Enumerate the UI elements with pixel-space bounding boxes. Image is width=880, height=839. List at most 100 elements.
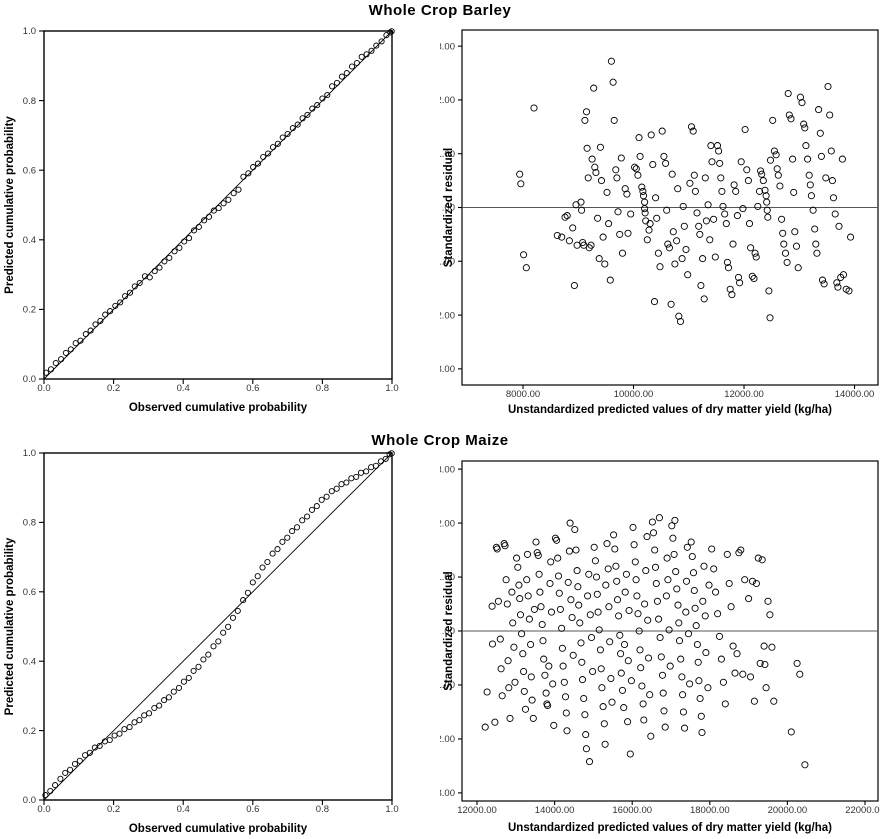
data-point: [756, 659, 764, 667]
data-point: [514, 563, 522, 571]
data-point: [289, 528, 296, 535]
data-point: [532, 538, 540, 546]
data-point: [372, 462, 380, 469]
data-point: [606, 638, 614, 646]
data-point: [509, 619, 517, 627]
data-point: [343, 479, 350, 486]
data-point: [308, 506, 316, 513]
data-point: [220, 629, 227, 636]
data-point: [87, 327, 94, 334]
data-point: [792, 242, 801, 250]
data-point: [52, 782, 59, 789]
data-point: [136, 279, 143, 287]
data-point: [279, 134, 286, 141]
data-point: [535, 570, 543, 578]
data-point: [520, 687, 528, 695]
data-point: [778, 215, 786, 223]
data-point: [126, 289, 134, 296]
data-point: [780, 240, 788, 248]
data-point: [553, 536, 561, 544]
data-point: [677, 655, 685, 663]
data-point: [805, 171, 813, 179]
data-point: [668, 522, 676, 530]
data-point: [388, 28, 395, 35]
data-point: [545, 662, 553, 670]
data-point: [141, 712, 148, 719]
data-point: [368, 47, 375, 54]
data-point: [693, 209, 701, 217]
data-point: [669, 534, 677, 542]
data-point: [387, 29, 394, 36]
data-point: [215, 205, 222, 212]
data-point: [175, 684, 183, 691]
data-point: [637, 664, 645, 672]
data-point: [577, 198, 585, 206]
data-point: [758, 170, 766, 178]
data-point: [723, 550, 731, 558]
data-point: [190, 667, 197, 674]
data-point: [618, 686, 627, 694]
x-axis-title: Unstandardized predicted values of dry m…: [508, 404, 832, 416]
data-point: [363, 51, 370, 58]
data-point: [827, 147, 835, 155]
y-tick-label: 0.8: [23, 518, 36, 529]
data-point: [314, 102, 321, 109]
data-point: [638, 183, 646, 191]
data-point: [603, 540, 611, 548]
data-point: [717, 655, 725, 663]
data-point: [592, 573, 601, 581]
data-point: [617, 650, 625, 658]
data-point: [648, 518, 656, 526]
data-point: [828, 177, 836, 185]
x-tick-label: 0.0: [37, 383, 50, 394]
data-point: [161, 697, 168, 704]
data-point: [639, 192, 648, 200]
data-point: [523, 576, 531, 584]
data-point: [62, 349, 69, 356]
x-tick-label: 0.6: [246, 383, 259, 394]
data-point: [641, 209, 649, 217]
data-point: [653, 214, 661, 222]
data-point: [353, 59, 360, 67]
data-point: [254, 160, 262, 167]
data-point: [664, 240, 672, 248]
data-point: [734, 273, 743, 281]
x-tick-label: 22000.00: [845, 805, 880, 816]
data-point: [627, 210, 635, 218]
data-point: [304, 513, 311, 520]
data-point: [493, 545, 501, 553]
data-point: [704, 201, 712, 209]
data-point: [730, 181, 738, 189]
plot-frame: [43, 30, 393, 380]
data-point: [515, 581, 523, 589]
data-point: [733, 212, 741, 220]
data-point: [644, 616, 652, 624]
data-point: [820, 280, 828, 288]
data-point: [694, 658, 702, 666]
y-tick-label: 1.00: [440, 572, 455, 583]
data-point: [822, 174, 830, 182]
data-point: [676, 317, 685, 326]
data-point: [733, 650, 741, 658]
data-point: [601, 260, 609, 268]
data-point: [787, 115, 795, 123]
data-point: [647, 732, 655, 740]
data-point: [632, 165, 640, 173]
data-point: [700, 562, 708, 570]
data-point: [639, 187, 647, 195]
data-point: [728, 291, 736, 299]
data-point: [737, 158, 745, 166]
data-point: [525, 615, 533, 623]
data-point: [655, 514, 663, 522]
data-point: [701, 612, 709, 620]
data-point: [700, 295, 708, 303]
data-point: [745, 595, 753, 603]
data-point: [763, 198, 771, 206]
data-point: [294, 121, 301, 128]
y-tick-label: 0.4: [23, 235, 36, 246]
data-point: [569, 651, 577, 659]
data-point: [725, 579, 733, 588]
data-point: [633, 592, 641, 600]
data-point: [338, 481, 345, 488]
data-point: [181, 238, 188, 245]
